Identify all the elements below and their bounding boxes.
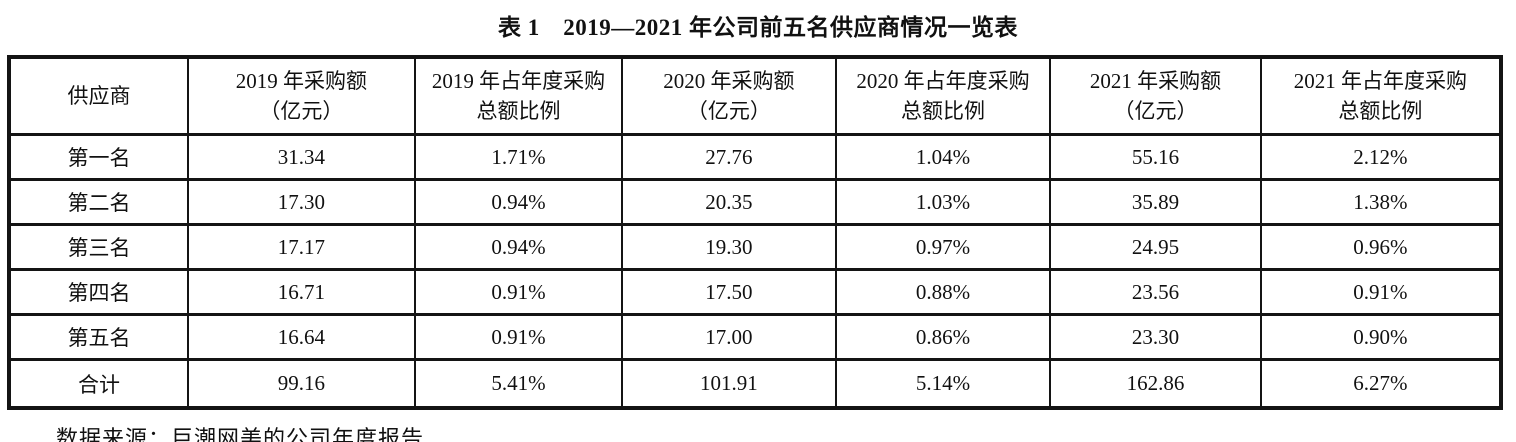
table-cell: 0.91% xyxy=(413,268,624,316)
table-cell: 35.89 xyxy=(1049,178,1262,226)
table-cell: 0.97% xyxy=(834,223,1052,271)
table-cell: 0.94% xyxy=(413,178,624,226)
table-cell: 99.16 xyxy=(187,358,416,410)
table-cell: 23.56 xyxy=(1049,268,1262,316)
table-cell: 0.90% xyxy=(1259,313,1503,361)
table-row: 第三名 17.17 0.94% 19.30 0.97% 24.95 0.96% xyxy=(7,223,1503,271)
table-cell: 第四名 xyxy=(7,268,190,316)
table-cell: 0.96% xyxy=(1259,223,1503,271)
table-row: 第一名 31.34 1.71% 27.76 1.04% 55.16 2.12% xyxy=(7,133,1503,181)
table-cell: 0.88% xyxy=(834,268,1052,316)
column-header-supplier: 供应商 xyxy=(7,55,190,136)
table-cell: 1.71% xyxy=(413,133,624,181)
column-header-2020-amount: 2020 年采购额 （亿元） xyxy=(621,55,837,136)
table-cell: 0.94% xyxy=(413,223,624,271)
table-cell: 17.00 xyxy=(621,313,837,361)
column-header-2020-ratio: 2020 年占年度采购 总额比例 xyxy=(834,55,1052,136)
table-caption: 表 1 2019—2021 年公司前五名供应商情况一览表 xyxy=(498,15,1018,40)
table-cell: 0.91% xyxy=(413,313,624,361)
table-cell: 5.14% xyxy=(834,358,1052,410)
table-cell: 合计 xyxy=(7,358,190,410)
table-cell: 24.95 xyxy=(1049,223,1262,271)
table-cell: 16.64 xyxy=(187,313,416,361)
table-cell: 17.50 xyxy=(621,268,837,316)
table-cell: 20.35 xyxy=(621,178,837,226)
table-cell: 162.86 xyxy=(1049,358,1262,410)
table-cell: 2.12% xyxy=(1259,133,1503,181)
column-header-2019-amount: 2019 年采购额 （亿元） xyxy=(187,55,416,136)
table-cell: 1.03% xyxy=(834,178,1052,226)
table-cell: 0.86% xyxy=(834,313,1052,361)
table-cell: 55.16 xyxy=(1049,133,1262,181)
column-header-2021-ratio: 2021 年占年度采购 总额比例 xyxy=(1259,55,1503,136)
table-cell: 17.17 xyxy=(187,223,416,271)
table-cell: 19.30 xyxy=(621,223,837,271)
table-row: 第五名 16.64 0.91% 17.00 0.86% 23.30 0.90% xyxy=(7,313,1503,361)
table-cell: 27.76 xyxy=(621,133,837,181)
table-row-total: 合计 99.16 5.41% 101.91 5.14% 162.86 6.27% xyxy=(7,358,1503,410)
table-cell: 16.71 xyxy=(187,268,416,316)
table-row: 第二名 17.30 0.94% 20.35 1.03% 35.89 1.38% xyxy=(7,178,1503,226)
table-row: 第四名 16.71 0.91% 17.50 0.88% 23.56 0.91% xyxy=(7,268,1503,316)
table-cell: 101.91 xyxy=(621,358,837,410)
table-cell: 0.91% xyxy=(1259,268,1503,316)
table-cell: 1.38% xyxy=(1259,178,1503,226)
table-cell: 第一名 xyxy=(7,133,190,181)
table-cell: 第三名 xyxy=(7,223,190,271)
table-cell: 31.34 xyxy=(187,133,416,181)
table-cell: 第二名 xyxy=(7,178,190,226)
table-cell: 23.30 xyxy=(1049,313,1262,361)
table-cell: 5.41% xyxy=(413,358,624,410)
suppliers-table: 供应商 2019 年采购额 （亿元） 2019 年占年度采购 总额比例 2020… xyxy=(7,55,1503,410)
column-header-2021-amount: 2021 年采购额 （亿元） xyxy=(1049,55,1262,136)
source-note: 数据来源：巨潮网美的公司年度报告 xyxy=(56,426,425,442)
column-header-2019-ratio: 2019 年占年度采购 总额比例 xyxy=(413,55,624,136)
header-row: 供应商 2019 年采购额 （亿元） 2019 年占年度采购 总额比例 2020… xyxy=(7,55,1503,136)
table-cell: 1.04% xyxy=(834,133,1052,181)
table-cell: 第五名 xyxy=(7,313,190,361)
table-cell: 17.30 xyxy=(187,178,416,226)
table-cell: 6.27% xyxy=(1259,358,1503,410)
